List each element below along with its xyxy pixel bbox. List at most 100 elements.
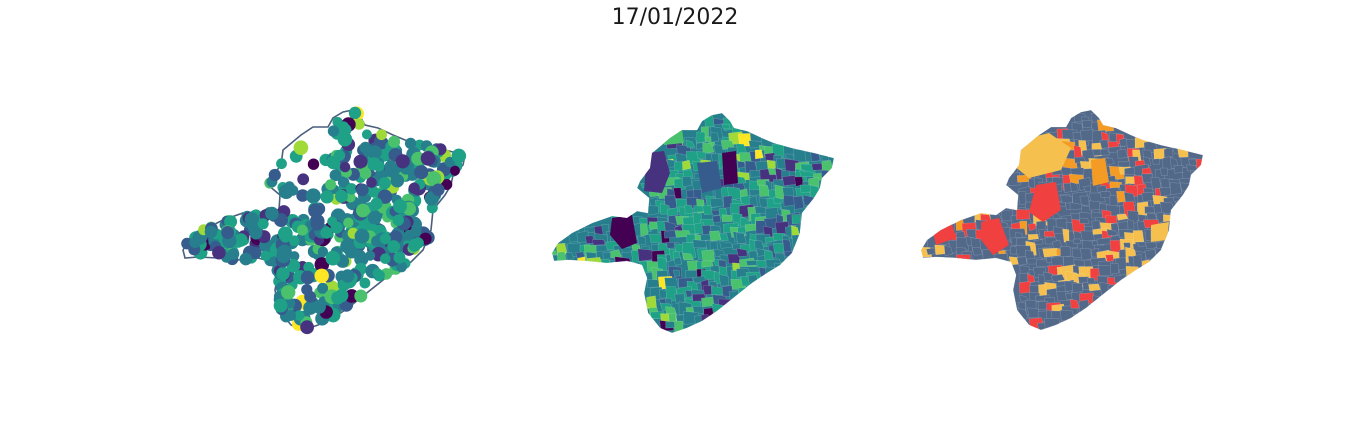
city-point <box>285 310 297 321</box>
category-municipality <box>1100 148 1111 156</box>
category-municipality <box>1079 195 1090 206</box>
category-municipality <box>1142 156 1151 167</box>
viridis-municipality <box>673 269 681 277</box>
city-point <box>312 300 326 314</box>
city-point <box>314 257 330 272</box>
category-municipality <box>1079 218 1090 224</box>
city-point <box>359 167 372 180</box>
city-point <box>320 226 333 239</box>
category-municipality <box>1027 234 1039 241</box>
city-point <box>359 277 371 289</box>
viridis-municipality <box>791 214 801 224</box>
city-point <box>365 250 376 261</box>
city-point <box>327 125 340 137</box>
viridis-municipality <box>682 252 694 261</box>
city-points <box>181 106 467 335</box>
city-point <box>325 179 337 191</box>
viridis-region-highlight <box>697 161 722 193</box>
category-municipality <box>1044 230 1056 237</box>
city-point <box>367 145 382 160</box>
viridis-municipality <box>637 235 647 246</box>
city-point <box>329 169 342 182</box>
category-municipality <box>1144 249 1157 260</box>
city-point <box>366 177 377 188</box>
city-point <box>387 240 400 253</box>
city-point <box>335 288 349 303</box>
viridis-municipality <box>709 230 721 242</box>
category-municipality <box>1097 119 1115 133</box>
city-point <box>341 269 355 283</box>
city-point <box>320 190 334 204</box>
city-point <box>353 118 365 130</box>
city-point <box>294 310 305 321</box>
city-point <box>408 182 420 194</box>
city-point <box>249 226 263 240</box>
city-point <box>451 148 467 164</box>
city-point <box>393 251 406 264</box>
city-point <box>212 245 226 260</box>
category-municipality <box>1133 230 1145 243</box>
category-municipality <box>1144 241 1157 249</box>
category-municipality <box>1105 157 1115 166</box>
city-point <box>335 189 348 203</box>
city-point <box>390 173 405 188</box>
category-municipality <box>1152 158 1160 165</box>
viridis-municipality <box>673 187 682 199</box>
category-municipality <box>956 236 969 251</box>
category-municipality <box>993 253 1010 268</box>
city-point <box>404 137 417 150</box>
city-point <box>234 233 248 247</box>
category-municipality <box>1081 120 1094 129</box>
city-point <box>380 253 391 264</box>
city-point <box>289 251 300 262</box>
city-point <box>408 238 421 252</box>
category-municipality <box>1163 147 1174 159</box>
category-municipality <box>1051 274 1065 282</box>
city-point <box>265 206 279 221</box>
viridis-municipality <box>710 132 719 143</box>
city-point <box>339 123 352 136</box>
viridis-municipality <box>718 274 729 287</box>
viridis-municipality <box>735 232 747 245</box>
figure-title: 17/01/2022 <box>611 5 739 30</box>
city-point <box>308 203 323 219</box>
viridis-municipality <box>565 252 574 261</box>
city-point <box>395 261 407 273</box>
viridis-municipality <box>702 142 715 155</box>
city-point <box>284 298 296 309</box>
city-point <box>301 284 313 296</box>
category-municipality <box>1141 192 1155 202</box>
city-point <box>354 289 368 303</box>
category-municipality <box>1143 187 1154 194</box>
viridis-municipality <box>610 249 622 259</box>
city-point <box>221 226 235 239</box>
category-municipality <box>1172 196 1182 202</box>
city-point <box>305 188 321 204</box>
viridis-municipality <box>754 240 765 252</box>
city-point <box>343 217 354 228</box>
category-municipality <box>1105 215 1118 224</box>
city-point <box>450 165 460 176</box>
category-municipality <box>1069 181 1079 193</box>
category-municipality <box>1088 283 1101 292</box>
viridis-municipality <box>736 248 748 257</box>
city-point <box>296 189 309 202</box>
city-point <box>273 298 288 313</box>
viridis-municipality <box>773 196 783 204</box>
category-municipality <box>1123 242 1131 250</box>
city-point <box>339 161 351 173</box>
viridis-region-highlight <box>610 215 637 249</box>
category-municipality <box>1106 229 1119 236</box>
city-point <box>337 176 350 188</box>
category-municipality <box>956 254 971 267</box>
viridis-municipality <box>764 236 777 243</box>
city-point <box>345 183 358 195</box>
category-municipality <box>1044 282 1057 291</box>
city-point <box>303 261 315 273</box>
city-point <box>367 157 381 171</box>
category-municipality <box>1142 167 1152 175</box>
city-point <box>297 173 310 186</box>
city-point <box>296 224 308 236</box>
city-point <box>370 197 383 210</box>
